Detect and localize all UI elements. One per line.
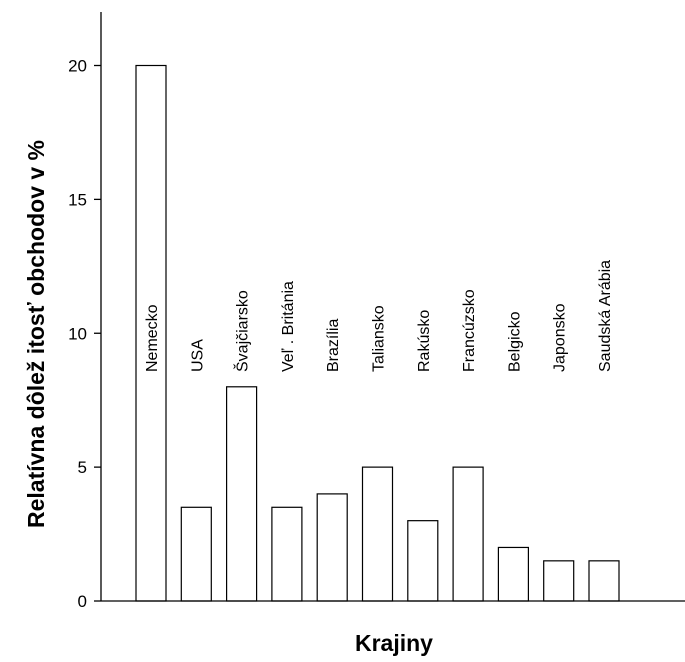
y-tick-label: 0 [78,592,87,611]
category-label: Japonsko [552,303,569,372]
bar [497,546,529,602]
bar [361,466,394,602]
bar [135,64,167,602]
bar [543,560,575,602]
bar [452,466,484,602]
category-label: Taliansko [371,305,388,372]
category-label: Francúzsko [461,289,478,372]
y-tick-label: 20 [68,57,87,76]
category-label: Švajčiarsko [233,290,252,372]
bar-labels-group: Nemecko USA Švajčiarsko Veľ . Británia Brazí… [144,260,614,372]
bar [588,560,620,602]
category-label: Saudská Arábia [597,260,614,372]
x-axis-title: Krajiny [355,630,433,656]
category-label: Brazília [325,319,342,372]
category-label: Rakúsko [416,310,433,372]
category-label: USA [189,339,206,372]
category-label: Nemecko [144,304,161,372]
y-axis-title: Relatívna dôlež itosť obchodov v % [23,140,49,528]
y-tick-label: 5 [78,458,87,477]
category-label: Belgicko [506,311,523,372]
y-ticks-group: 0 5 10 15 20 [68,57,101,611]
y-tick-label: 15 [68,190,87,209]
category-label: Veľ . Británia [280,281,297,372]
bar [226,386,258,602]
y-tick-label: 10 [68,324,87,343]
bar [316,493,348,602]
bar [407,520,439,602]
bars-group [135,64,620,602]
bar [180,506,212,602]
bar [271,506,303,602]
